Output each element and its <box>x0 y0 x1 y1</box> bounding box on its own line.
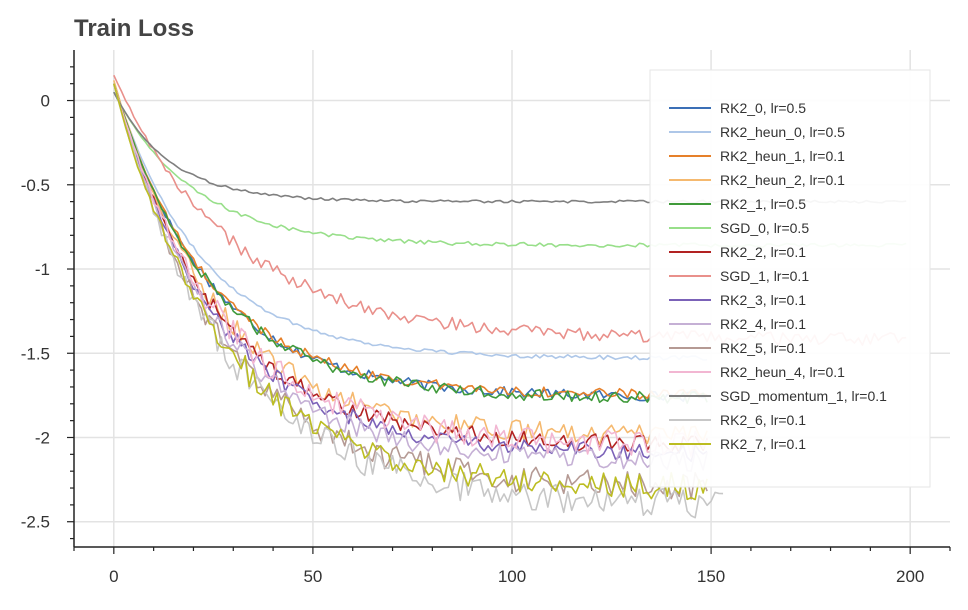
series-lines <box>113 74 907 519</box>
series-line <box>113 83 708 458</box>
legend-entry-label: RK2_6, lr=0.1 <box>720 412 806 428</box>
series-line <box>113 80 708 445</box>
legend-box <box>649 69 931 488</box>
series-line <box>113 83 708 463</box>
x-tick-label: 0 <box>109 567 118 586</box>
legend-entry-label: SGD_1, lr=0.1 <box>720 268 809 284</box>
series-line <box>113 83 708 400</box>
legend-entry-label: RK2_2, lr=0.1 <box>720 244 806 260</box>
legend-entry-label: RK2_heun_4, lr=0.1 <box>720 364 845 380</box>
y-tick-label: -1.5 <box>21 344 50 363</box>
x-tick-label: 150 <box>697 567 725 586</box>
x-tick-label: 200 <box>896 567 924 586</box>
series-line <box>113 83 708 405</box>
legend-entry-label: RK2_5, lr=0.1 <box>720 340 806 356</box>
legend-entry-label: RK2_1, lr=0.5 <box>720 196 806 212</box>
series-line <box>113 83 708 501</box>
x-tick-label: 50 <box>303 567 322 586</box>
chart-title: Train Loss <box>74 15 194 42</box>
legend: RK2_0, lr=0.5 RK2_heun_0, lr=0.5 RK2_heun_… <box>649 69 931 488</box>
y-tick-label: -2 <box>35 428 50 447</box>
y-tick-label: -0.5 <box>21 176 50 195</box>
legend-entry-label: RK2_3, lr=0.1 <box>720 292 806 308</box>
y-tick-label: 0 <box>41 92 50 111</box>
y-tick-label: -2.5 <box>21 513 50 532</box>
legend-entry-label: RK2_heun_1, lr=0.1 <box>720 148 845 164</box>
legend-entry-label: RK2_7, lr=0.1 <box>720 436 806 452</box>
series-line <box>113 83 708 361</box>
y-tick-label: -1 <box>35 260 50 279</box>
series-line <box>113 83 708 454</box>
series-line <box>113 83 708 472</box>
legend-entry-label: RK2_0, lr=0.5 <box>720 100 806 116</box>
x-tick-label: 100 <box>498 567 526 586</box>
legend-entry-label: SGD_momentum_1, lr=0.1 <box>720 388 887 404</box>
legend-entry-label: RK2_4, lr=0.1 <box>720 316 806 332</box>
axes: 0 50 100 150 200 0 -0.5 -1 -1.5 -2 -2.5 <box>21 50 951 586</box>
legend-entry-label: RK2_heun_2, lr=0.1 <box>720 172 845 188</box>
legend-entry-label: SGD_0, lr=0.5 <box>720 220 809 236</box>
legend-entry-label: RK2_heun_0, lr=0.5 <box>720 124 845 140</box>
